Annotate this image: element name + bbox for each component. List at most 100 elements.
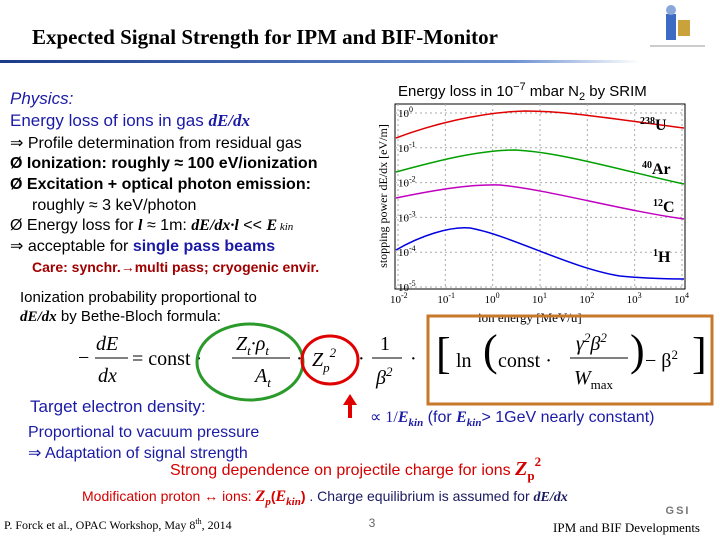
ionization-line: Ionization probability proportional to: [20, 289, 257, 306]
bullet: Ø Energy loss for l ≈ 1m: dE/dx·l << E k…: [10, 217, 294, 234]
text: 10: [398, 212, 410, 224]
text: p: [264, 496, 271, 508]
formula: − dE dx = const · Zt·ρt At · Zp2 · 1 β2 …: [78, 314, 714, 406]
text: 2: [330, 345, 337, 360]
bracket: ]: [692, 329, 707, 378]
x-tick-label: 100: [485, 291, 500, 306]
text: Z: [312, 349, 324, 371]
physics-heading: Physics:: [10, 89, 74, 108]
text: l: [138, 217, 143, 234]
modification-note: Modification proton ↔ ions: Zp(Ekin) . C…: [82, 488, 568, 508]
text: 2: [579, 91, 585, 103]
text: max: [591, 377, 614, 392]
formula-part: dx: [98, 365, 117, 387]
text: 10: [674, 294, 686, 306]
text: kin: [467, 417, 482, 429]
text: -1: [448, 291, 455, 300]
y-tick-label: 10-2: [398, 175, 416, 190]
bracket: [: [436, 329, 451, 378]
text: Ø Energy loss for: [10, 217, 138, 234]
formula-part: γ2β2: [576, 330, 607, 355]
text: th: [195, 517, 201, 526]
text: 10: [390, 294, 402, 306]
y-tick-label: 10-5: [398, 279, 416, 294]
formula-part: − β2: [645, 347, 678, 372]
text: synchr.→multi pass; cryogenic envir.: [68, 259, 319, 275]
formula-part: ·: [296, 348, 303, 370]
text: E: [274, 488, 286, 505]
text: 2: [584, 330, 591, 345]
text: γ: [576, 333, 585, 355]
text: ·: [251, 333, 256, 355]
footer-right: IPM and BIF Developments: [553, 520, 700, 535]
text: -1: [409, 140, 416, 149]
target-line: ⇒ Adaptation of signal strength: [28, 445, 248, 462]
text: (: [271, 488, 276, 504]
y-tick-label: 100: [398, 105, 413, 120]
text: > 1GeV nearly constant): [481, 409, 654, 426]
text: 10: [398, 143, 410, 155]
text: -4: [409, 244, 416, 253]
text: β: [375, 367, 386, 389]
text: 2: [590, 291, 594, 300]
x-tick-label: 10-1: [437, 291, 455, 306]
formula-part: Wmax: [574, 367, 614, 392]
bullet: Ø Ionization: roughly ≈ 100 eV/ionizatio…: [10, 155, 317, 172]
formula-part: Zt·ρt: [236, 333, 269, 358]
text: E: [265, 217, 277, 234]
text: 10: [532, 294, 544, 306]
care: Care: synchr.→multi pass; cryogenic envi…: [32, 259, 319, 275]
text: 1: [653, 248, 658, 259]
text: 12: [653, 198, 663, 209]
text: Modification proton ↔ ions:: [82, 488, 256, 504]
bracket: ): [630, 326, 645, 375]
highlight: [426, 314, 714, 406]
text: kin: [286, 496, 301, 508]
footer-logo: GSI: [666, 505, 691, 517]
formula-part: ln: [456, 350, 472, 372]
curve-label: 12C: [653, 198, 675, 216]
text: -3: [409, 209, 416, 218]
x-tick-label: 10-2: [390, 291, 408, 306]
text: 10: [579, 294, 591, 306]
formula-part: −: [78, 347, 89, 369]
text: Z: [236, 333, 248, 355]
text: . Charge equilibrium is assumed for: [306, 488, 534, 504]
text: 40: [642, 160, 652, 171]
text: ∝ 1/: [370, 409, 398, 426]
formula-part: const ·: [498, 350, 552, 372]
bullet: ⇒ Profile determination from residual ga…: [10, 135, 302, 152]
bullet: ⇒ acceptable for single pass beams: [10, 238, 275, 255]
text: kin: [409, 417, 424, 429]
plot-grid: [395, 104, 685, 289]
text: <<: [239, 217, 267, 234]
text: 10: [437, 294, 449, 306]
x-tick-label: 101: [532, 291, 547, 306]
text: 2: [535, 454, 542, 469]
text: − β: [645, 350, 671, 372]
highlight: [300, 334, 360, 386]
formula-part: ·: [358, 348, 365, 370]
y-tick-label: 10-3: [398, 209, 416, 224]
text: 2: [386, 364, 393, 379]
title-bar: [0, 60, 640, 63]
x-tick-label: 102: [579, 291, 594, 306]
text: 10: [627, 294, 639, 306]
text: p: [527, 468, 534, 483]
text: 1: [543, 291, 547, 300]
text: t: [267, 375, 271, 390]
text: p: [322, 360, 330, 375]
y-tick-label: 10-1: [398, 140, 416, 155]
formula-part: At: [253, 365, 271, 390]
x-tick-label: 104: [674, 291, 689, 306]
formula-part: ·: [410, 348, 417, 370]
formula-part: Zp2: [312, 345, 337, 375]
text: Care:: [32, 259, 68, 275]
text: A: [253, 365, 268, 387]
text: 0: [496, 291, 500, 300]
text: dE/dx: [208, 111, 250, 130]
text: t: [265, 343, 269, 358]
y-axis-label: stopping power dE/dx [eV/m]: [376, 124, 390, 268]
text: 238: [640, 116, 655, 127]
text: mbar N: [526, 83, 579, 100]
